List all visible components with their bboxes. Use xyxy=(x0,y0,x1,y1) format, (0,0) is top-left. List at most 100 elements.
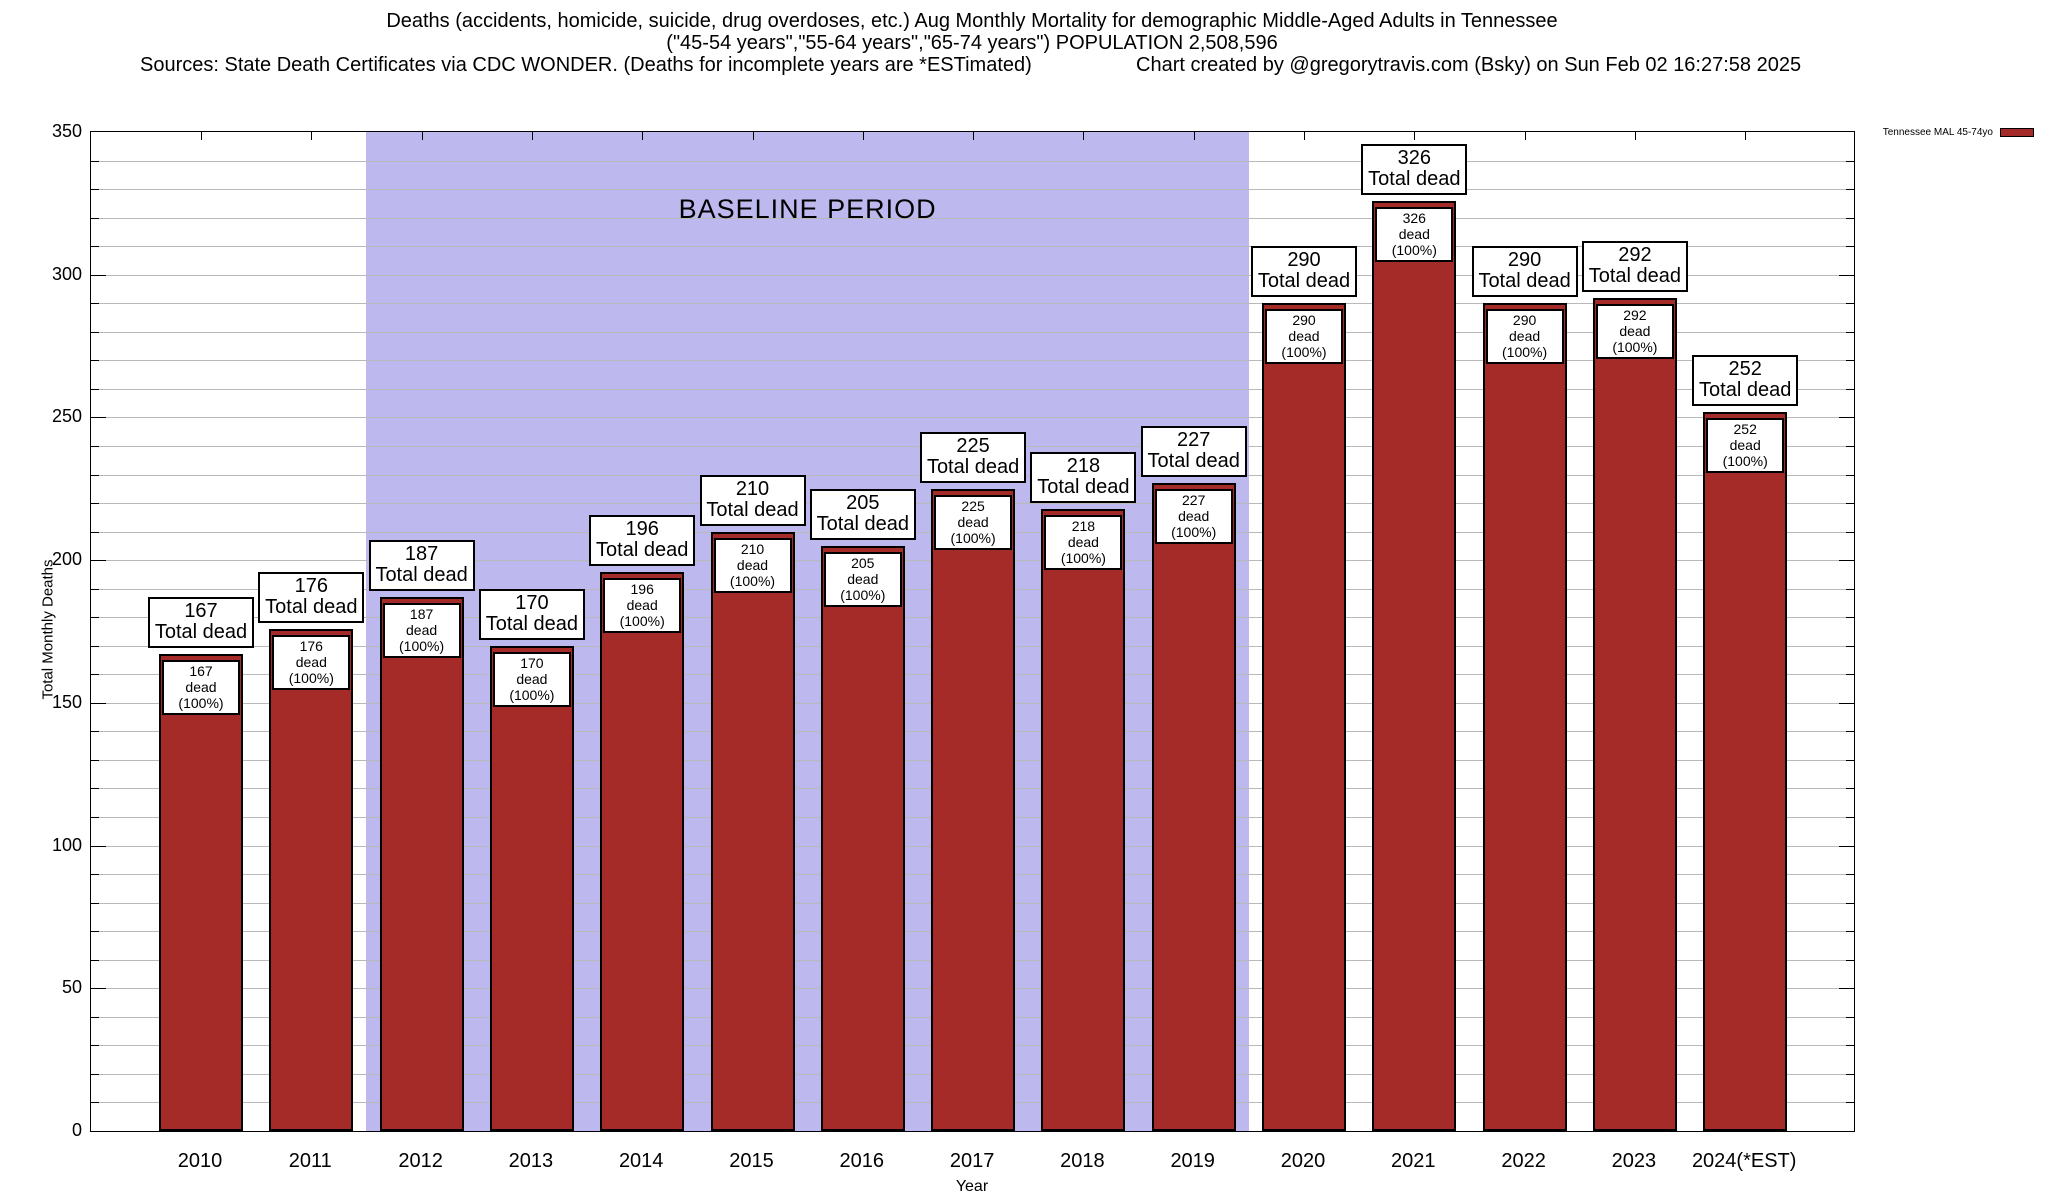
x-axis-tick xyxy=(642,132,644,140)
y-axis-tick xyxy=(1846,217,1854,219)
x-axis-tick xyxy=(1304,132,1305,140)
y-axis-tick xyxy=(1839,988,1854,990)
sources-note: Sources: State Death Certificates via CD… xyxy=(140,54,1032,76)
y-axis-tick xyxy=(1846,189,1854,191)
y-axis-tick xyxy=(91,503,99,505)
y-tick-label-200: 200 xyxy=(51,549,82,570)
y-axis-tick xyxy=(91,874,99,876)
x-tick-label-2021: 2021 xyxy=(1391,1150,1436,1172)
credit-note: Chart created by @gregorytravis.com (Bsk… xyxy=(1136,54,1802,76)
bar-inner-label: 225 dead (100%) xyxy=(934,494,1013,550)
bar-2018 xyxy=(1041,508,1126,1131)
y-gridline xyxy=(91,189,1854,191)
bar-inner-suffix: dead (100%) xyxy=(840,570,886,603)
y-axis-tick xyxy=(1846,617,1854,619)
bar-total-suffix: Total dead xyxy=(596,538,689,561)
y-axis-tick xyxy=(91,1073,99,1075)
bar-total-label: 170 Total dead xyxy=(478,588,585,640)
x-axis-tick xyxy=(311,132,313,140)
x-tick-label-2019: 2019 xyxy=(1170,1150,1215,1172)
bar-inner-label: 218 dead (100%) xyxy=(1044,514,1123,570)
y-axis-tick xyxy=(1846,246,1854,248)
bar-total-label: 252 Total dead xyxy=(1692,354,1799,406)
bar-inner-label: 205 dead (100%) xyxy=(823,551,902,607)
y-axis-tick xyxy=(91,360,99,362)
bar-inner-label: 292 dead (100%) xyxy=(1595,303,1674,359)
bar-total-label: 176 Total dead xyxy=(258,571,365,623)
bar-inner-suffix: dead (100%) xyxy=(1722,436,1768,469)
y-axis-tick xyxy=(91,959,99,961)
x-tick-label-2016: 2016 xyxy=(839,1150,885,1172)
y-axis-tick xyxy=(91,731,99,733)
plot-area: BASELINE PERIOD 167 dead (100%) 167 Total de… xyxy=(90,131,1855,1132)
bar-total-label: 218 Total dead xyxy=(1030,451,1137,503)
bar-inner-label: 170 dead (100%) xyxy=(492,651,571,707)
x-axis-tick xyxy=(1634,132,1636,140)
bar-2016 xyxy=(820,545,905,1131)
bar-total-value: 196 xyxy=(625,517,659,540)
x-axis-tick xyxy=(421,132,423,140)
x-tick-label-2012: 2012 xyxy=(398,1150,443,1172)
bar-inner-value: 210 xyxy=(740,540,765,557)
y-axis-tick xyxy=(91,560,106,562)
y-axis-tick xyxy=(1846,331,1854,333)
y-axis-tick xyxy=(1846,817,1854,819)
bar-inner-suffix: dead (100%) xyxy=(1171,508,1217,541)
y-axis-tick xyxy=(1839,417,1854,419)
y-axis-tick xyxy=(1846,1045,1854,1047)
y-axis-tick xyxy=(1846,874,1854,876)
bar-inner-suffix: dead (100%) xyxy=(178,679,224,712)
bar-total-suffix: Total dead xyxy=(154,621,248,644)
y-axis-tick xyxy=(91,588,99,590)
y-axis-tick xyxy=(91,1102,99,1104)
bar-inner-value: 218 xyxy=(1071,517,1096,534)
y-axis-tick xyxy=(1846,588,1854,590)
x-axis-tick xyxy=(1745,132,1747,140)
y-gridline xyxy=(91,303,1854,305)
y-axis-tick xyxy=(91,274,106,276)
y-axis-tick xyxy=(91,1016,99,1018)
bar-inner-value: 176 xyxy=(299,637,323,654)
x-tick-label-2018: 2018 xyxy=(1060,1150,1105,1172)
bar-2011 xyxy=(269,628,354,1131)
bar-2017 xyxy=(931,488,1016,1131)
bar-total-label: 205 Total dead xyxy=(809,488,916,540)
y-axis-tick xyxy=(1846,388,1854,390)
y-axis-tick xyxy=(1846,445,1854,447)
y-axis-tick xyxy=(91,531,99,533)
bar-total-value: 218 xyxy=(1066,454,1101,477)
y-axis-tick xyxy=(1846,360,1854,362)
bar-2015 xyxy=(710,531,795,1131)
y-axis-tick xyxy=(1846,645,1854,647)
y-gridline xyxy=(91,274,1854,276)
bar-total-suffix: Total dead xyxy=(1257,270,1351,293)
bar-inner-value: 167 xyxy=(189,663,213,680)
y-axis-tick xyxy=(1846,788,1854,790)
bar-inner-value: 290 xyxy=(1292,312,1316,329)
y-axis-tick xyxy=(1846,1102,1854,1104)
bar-inner-suffix: dead (100%) xyxy=(288,653,334,686)
bar-2020 xyxy=(1262,303,1346,1131)
x-tick-label-2013: 2013 xyxy=(508,1150,554,1172)
y-tick-label-0: 0 xyxy=(71,1120,82,1140)
y-axis-tick xyxy=(1846,531,1854,533)
x-tick-label-2015: 2015 xyxy=(729,1150,774,1172)
bar-total-suffix: Total dead xyxy=(1478,270,1571,293)
bar-total-suffix: Total dead xyxy=(1037,475,1130,498)
bar-inner-label: 290 dead (100%) xyxy=(1485,309,1564,365)
y-gridline xyxy=(91,417,1854,419)
bar-2013 xyxy=(489,645,574,1131)
y-axis-title: Total Monthly Deaths xyxy=(39,559,57,700)
y-tick-label-350: 350 xyxy=(51,121,82,141)
bar-total-label: 227 Total dead xyxy=(1140,426,1247,478)
x-axis-tick xyxy=(1524,132,1526,140)
bar-inner-value: 170 xyxy=(520,654,544,671)
y-tick-label-50: 50 xyxy=(61,977,82,998)
bar-2022 xyxy=(1482,303,1567,1131)
x-tick-label-2020: 2020 xyxy=(1280,1150,1326,1172)
bar-total-label: 326 Total dead xyxy=(1361,143,1468,195)
y-axis-tick xyxy=(1846,959,1854,961)
bar-inner-value: 227 xyxy=(1182,492,1206,509)
y-axis-tick xyxy=(91,931,99,933)
bar-total-value: 292 xyxy=(1618,243,1652,266)
